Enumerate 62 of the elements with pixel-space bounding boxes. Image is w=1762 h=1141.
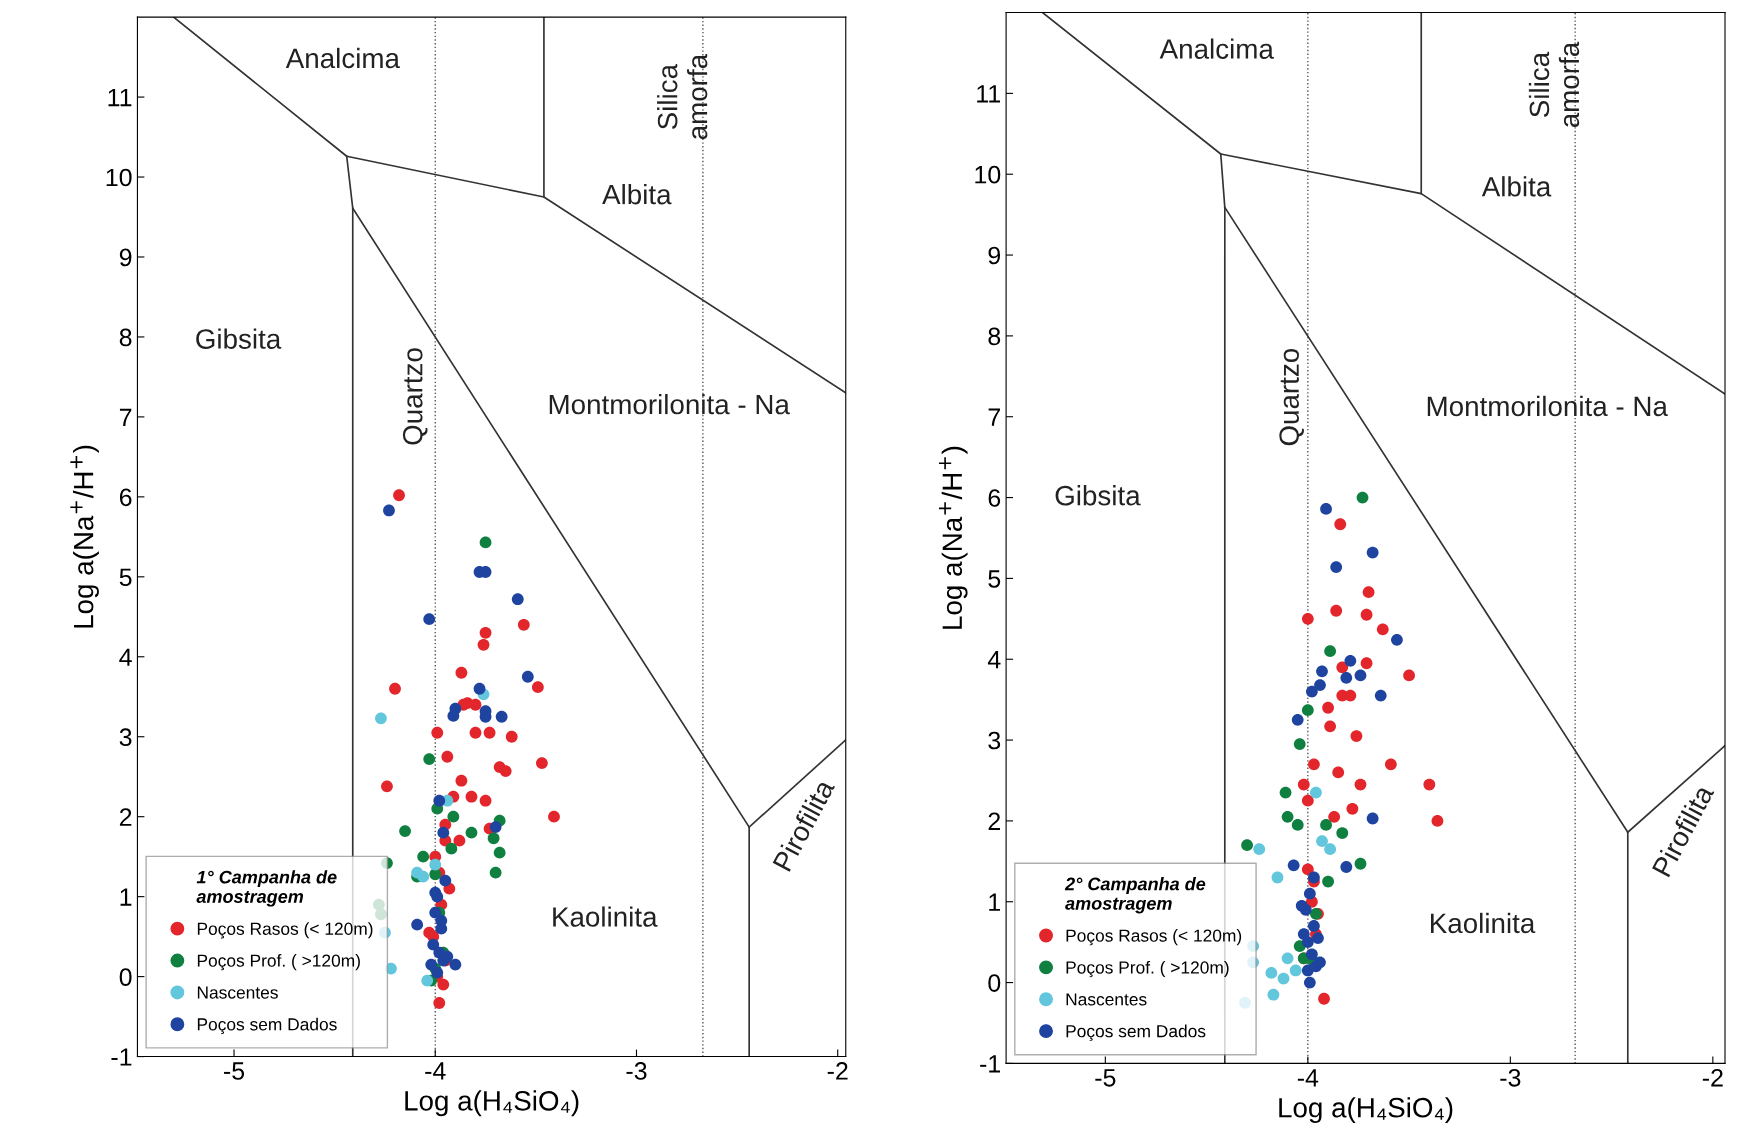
y-tick-label: 8 [119, 328, 132, 347]
legend-label: Poços Prof. ( >120m) [197, 954, 360, 971]
legend-title: 2° Campanha de amostragem [1064, 877, 1206, 914]
y-tick-label: 11 [977, 85, 1001, 103]
y-tick-label: 5 [988, 570, 1001, 588]
x-tick-label: -2 [1702, 1068, 1723, 1087]
y-tick-label: 8 [988, 327, 1001, 346]
y-tick-label: 6 [988, 489, 1001, 507]
x-tick-label: -3 [626, 1062, 647, 1080]
y-tick-label: 7 [119, 408, 132, 426]
x-tick-label: -4 [1297, 1069, 1319, 1087]
x-axis-title: Log a(H₄SiO₄) [405, 1090, 579, 1117]
legend-label: Poços Prof. ( >120m) [1066, 960, 1229, 978]
y-tick-label: 1 [989, 893, 1001, 911]
y-tick-label: 6 [119, 488, 132, 507]
y-axis-title: Log a(Na$^{+}$/H$^{+}$) [938, 446, 968, 629]
y-tick-label: -1 [111, 1048, 132, 1066]
annotation: Analcima [285, 47, 400, 69]
y-tick-label: 1 [120, 888, 132, 906]
y-tick-label: 10 [975, 165, 1001, 184]
y-tick-label: 5 [119, 568, 132, 587]
y-tick-label: 7 [988, 408, 1000, 426]
annotation: Montmorilonita - Na [549, 393, 790, 415]
x-tick-label: -4 [425, 1062, 446, 1080]
x-tick-label: -5 [224, 1062, 245, 1080]
y-tick-label: 2 [119, 808, 132, 826]
y-tick-label: 3 [988, 731, 1001, 750]
y-tick-label: 10 [106, 168, 132, 187]
annotation: Silica amorfa [1528, 41, 1580, 128]
legend-label: Poços sem Dados [1066, 1024, 1206, 1041]
annotation: Gibsita [1055, 485, 1141, 506]
x-tick-label: -3 [1500, 1068, 1521, 1087]
legend-label: Poços Rasos (< 120m) [1066, 929, 1242, 946]
x-tick-label: -2 [827, 1062, 848, 1080]
y-tick-label: 9 [119, 248, 132, 267]
annotation: Kaolinita [1431, 912, 1536, 934]
annotation: Montmorilonita - Na [1427, 395, 1668, 417]
y-tick-label: 4 [119, 648, 132, 666]
legend-label: Poços Rasos (< 120m) [197, 922, 373, 939]
annotation: Quartzo [402, 348, 428, 445]
annotation: Albita [1481, 176, 1552, 197]
legend-label: Poços sem Dados [197, 1017, 337, 1034]
y-tick-label: 2 [988, 812, 1000, 830]
annotation: Kaolinita [553, 906, 658, 927]
annotation: Albita [602, 183, 672, 205]
annotation: Gibsita [196, 328, 282, 349]
y-tick-label: 11 [108, 88, 132, 107]
legend-title: 1° Campanha de amostragem [196, 870, 337, 907]
y-tick-label: 3 [119, 728, 132, 747]
x-axis-title: Log a(H₄SiO₄) [1279, 1097, 1453, 1124]
annotation: Silica amorfa [657, 53, 708, 140]
y-tick-label: 9 [988, 246, 1001, 265]
x-tick-label: -5 [1095, 1069, 1116, 1087]
y-tick-label: 0 [119, 968, 132, 986]
y-tick-label: 4 [987, 651, 1001, 669]
y-axis-title: Log a(Na$^{+}$/H$^{+}$) [70, 445, 99, 628]
annotation: Analcima [1159, 38, 1274, 59]
annotation: Quartzo [1279, 348, 1304, 446]
y-tick-label: 0 [988, 974, 1001, 992]
y-tick-label: -1 [980, 1055, 1001, 1073]
legend-label: Nascentes [197, 986, 278, 999]
legend-label: Nascentes [1066, 993, 1147, 1006]
